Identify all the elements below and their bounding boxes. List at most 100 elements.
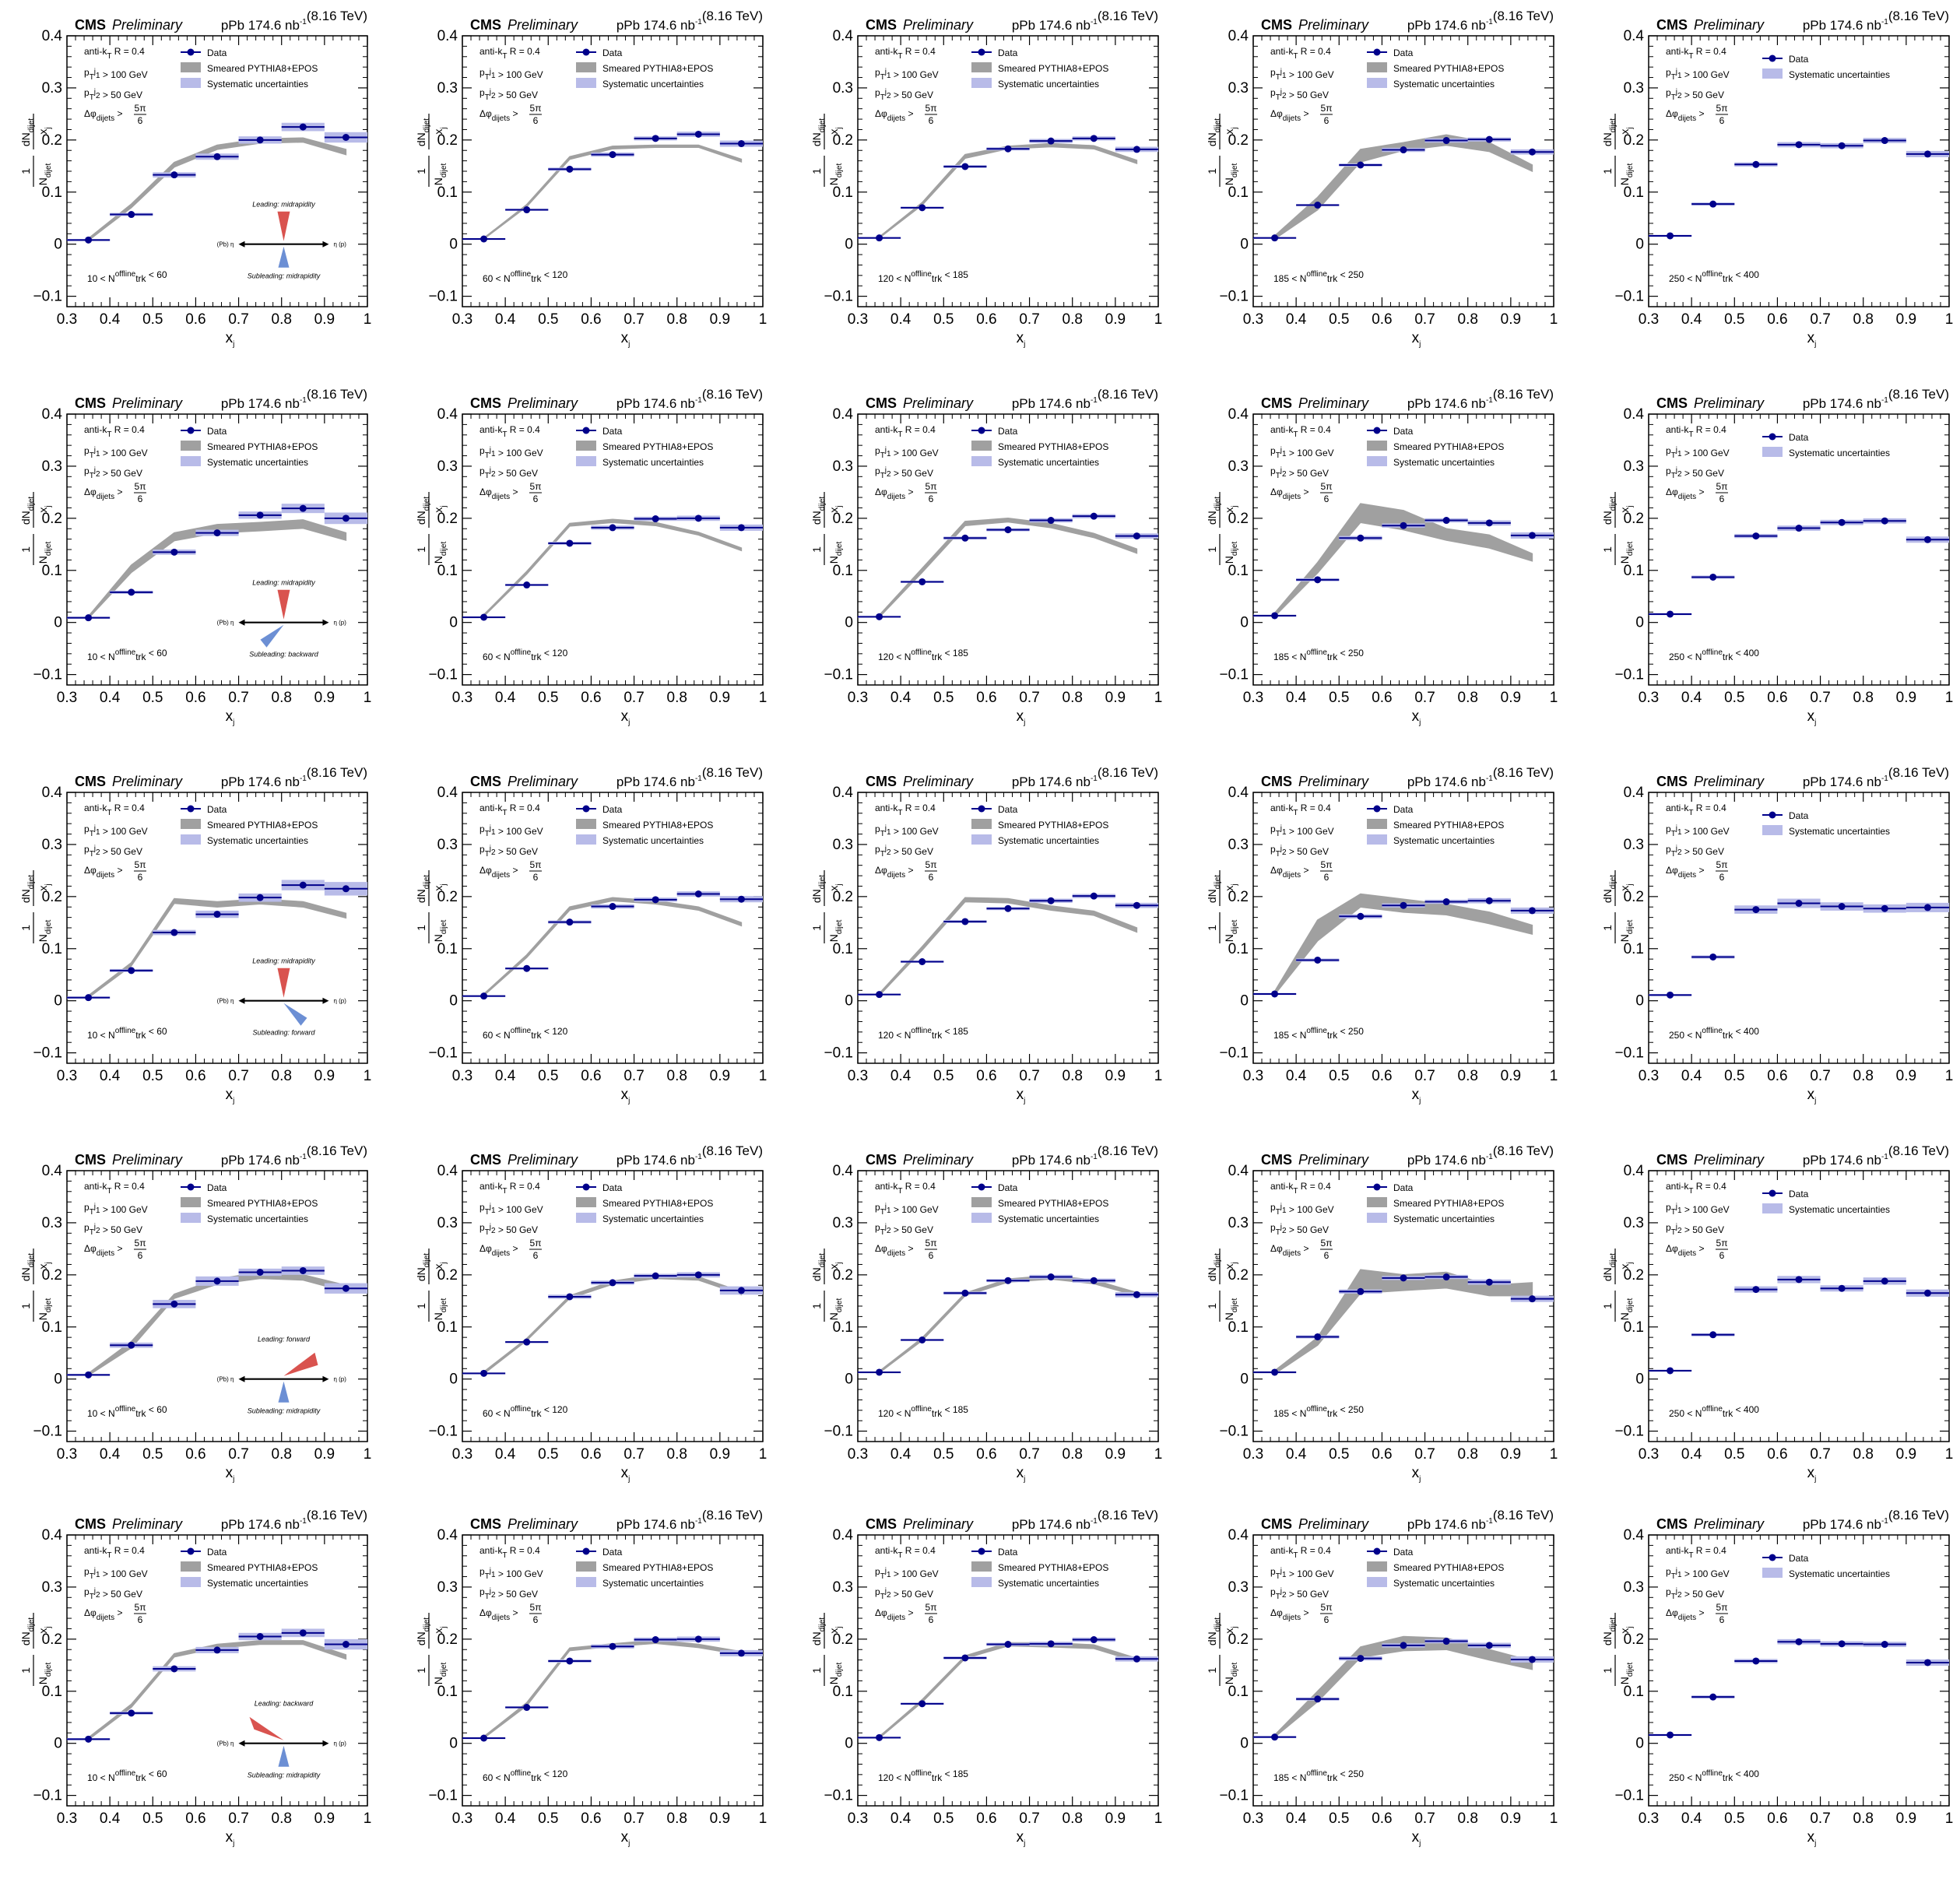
data-point — [128, 588, 135, 596]
y-tick-label: −0.1 — [428, 1424, 458, 1440]
sel-dphi-part: dijets — [1678, 493, 1696, 501]
y-axis-den-part: x — [1223, 886, 1235, 891]
legend-data-label: Data — [1789, 432, 1809, 443]
sel-dphi-part: > — [905, 108, 913, 119]
multiplicity-label-part: trk — [1723, 1408, 1733, 1419]
y-tick-label: 0.3 — [1624, 837, 1644, 853]
y-tick-label: 0.2 — [1228, 132, 1249, 149]
eta-left-label: (Pb) η — [217, 1376, 234, 1383]
x-tick-label: 1 — [759, 311, 767, 328]
sel-dphi-part: > — [1696, 1243, 1704, 1254]
x-tick-label: 0.7 — [1810, 1446, 1830, 1463]
y-axis-frac-den: Ndijet — [827, 542, 844, 564]
sel-pt2-part: > 50 GeV — [100, 468, 142, 479]
sel-pt1-part: j — [489, 1203, 491, 1211]
x-tick-label: 1 — [364, 1446, 372, 1463]
sel-pt2-part: j — [489, 845, 491, 853]
y-axis-frac-den-part: dijet — [44, 163, 53, 178]
sel-pt2: pTj2 > 50 GeV — [479, 844, 538, 859]
sel-pt1-part: 1 — [1677, 450, 1682, 458]
y-axis-den-part: x — [827, 129, 840, 135]
x-tick-label: 0.5 — [933, 1446, 954, 1463]
subleading-jet-cone — [283, 1003, 307, 1026]
sel-pt2: pTj2 > 50 GeV — [1270, 87, 1329, 102]
x-tick-label: 0.9 — [314, 1446, 335, 1463]
data-point — [694, 1271, 702, 1279]
y-tick-label: 0.4 — [1624, 28, 1645, 44]
legend-syst-label: Systematic uncertainties — [1789, 1204, 1890, 1215]
sel-pt1-part: j — [489, 446, 491, 455]
x-tick-label: 0.3 — [1243, 311, 1263, 328]
legend-data-label: Data — [1393, 1182, 1414, 1193]
data-point — [256, 1633, 264, 1640]
multiplicity-label-part: 250 < — [1669, 273, 1695, 284]
panel-r3-c1: CMS Preliminary pPb 174.6 nb-1(8.16 TeV) −0… — [0, 757, 392, 1132]
cms-label: CMS — [470, 17, 501, 33]
sel-dphi-part: dijets — [887, 1249, 905, 1258]
panel-r3-c3: CMS Preliminary pPb 174.6 nb-1(8.16 TeV) −0… — [791, 757, 1182, 1132]
x-axis-label-part: x — [1807, 1465, 1815, 1481]
y-axis-frac-den-part: dijet — [1231, 542, 1239, 557]
y-axis-den-part: x — [37, 129, 49, 135]
sel-pt2-part: T — [90, 1228, 94, 1237]
y-tick-label: −0.1 — [824, 289, 853, 305]
x-tick-label: 0.6 — [1767, 1446, 1787, 1463]
panel-svg: CMS Preliminary pPb 174.6 nb-1(8.16 TeV)−0… — [19, 387, 371, 727]
multiplicity-label-part: < 60 — [146, 1768, 167, 1779]
sel-pt2-part: p — [479, 465, 485, 476]
sel-pt2-part: j — [884, 88, 887, 97]
legend-syst-label: Systematic uncertainties — [1393, 79, 1495, 90]
y-axis-frac-num: 1 — [1601, 1303, 1614, 1309]
sel-pt1-part: j — [1280, 68, 1282, 76]
cms-label-part: CMS — [75, 395, 106, 411]
preliminary-label: Preliminary — [112, 395, 183, 411]
sel-pt1-part: > 100 GeV — [100, 826, 148, 837]
preliminary-label: Preliminary — [508, 1152, 578, 1168]
x-tick-label: 0.9 — [1896, 690, 1916, 706]
sel-pt1: pTj1 > 100 GeV — [84, 1202, 148, 1217]
y-axis-num: dNdijet — [415, 118, 431, 146]
lumi-label: pPb 174.6 nb-1(8.16 TeV) — [1012, 9, 1158, 33]
sel-pt2-part: > 50 GeV — [891, 846, 933, 857]
x-tick-label: 1 — [1945, 690, 1954, 706]
sel-pt2-part: 2 — [887, 470, 891, 479]
legend-data-marker — [1373, 805, 1381, 813]
sel-dphi-part: > — [510, 1243, 518, 1254]
sel-pt2-part: > 50 GeV — [100, 90, 142, 100]
multiplicity-label: 250 < Nofflinetrk < 400 — [1669, 269, 1759, 284]
sel-dphi: Δφdijets > — [875, 1243, 914, 1258]
y-tick-label: 0.3 — [1624, 80, 1644, 97]
subleading-jet-cone — [278, 1745, 290, 1767]
x-tick-label: 0.4 — [1286, 311, 1307, 328]
mc-band — [483, 897, 743, 997]
y-tick-label: 0.1 — [1228, 184, 1249, 201]
lumi-label-part: (8.16 TeV) — [702, 1143, 763, 1158]
data-point — [1485, 519, 1493, 527]
legend-mc-swatch — [1367, 1197, 1387, 1207]
sel-dphi-part: > — [114, 865, 122, 876]
lumi-label-part: -1 — [1486, 396, 1493, 405]
x-tick-label: 0.7 — [1414, 1068, 1435, 1084]
multiplicity-label: 10 < Nofflinetrk < 60 — [87, 648, 167, 662]
sel-frac-den-part: 6 — [929, 115, 934, 126]
sel-frac-num-part: 5π — [135, 481, 146, 492]
x-axis-label-part: j — [232, 1097, 234, 1105]
sel-algo-part: anti-k — [1666, 1181, 1689, 1192]
x-tick-label: 0.5 — [1724, 1446, 1744, 1463]
data-point — [170, 171, 178, 179]
x-axis-label: xj — [1017, 330, 1026, 349]
lumi-label-part: pPb 174.6 nb — [1803, 774, 1881, 789]
y-axis-frac-num-part: 1 — [1601, 925, 1614, 931]
y-axis-frac-num-part: 1 — [415, 925, 427, 931]
multiplicity-label-part: trk — [1723, 652, 1733, 662]
eta-arrow-right — [322, 1375, 329, 1382]
legend-syst-swatch — [576, 78, 596, 88]
sel-frac-num: 5π — [135, 1602, 146, 1613]
sel-pt2: pTj2 > 50 GeV — [84, 87, 142, 102]
sel-pt1: pTj1 > 100 GeV — [1666, 67, 1730, 82]
x-axis-label: xj — [1807, 708, 1817, 727]
x-tick-label: 0.8 — [667, 311, 687, 328]
y-axis-den: xj — [1618, 1262, 1635, 1269]
sel-pt1-part: > 100 GeV — [100, 1204, 148, 1215]
